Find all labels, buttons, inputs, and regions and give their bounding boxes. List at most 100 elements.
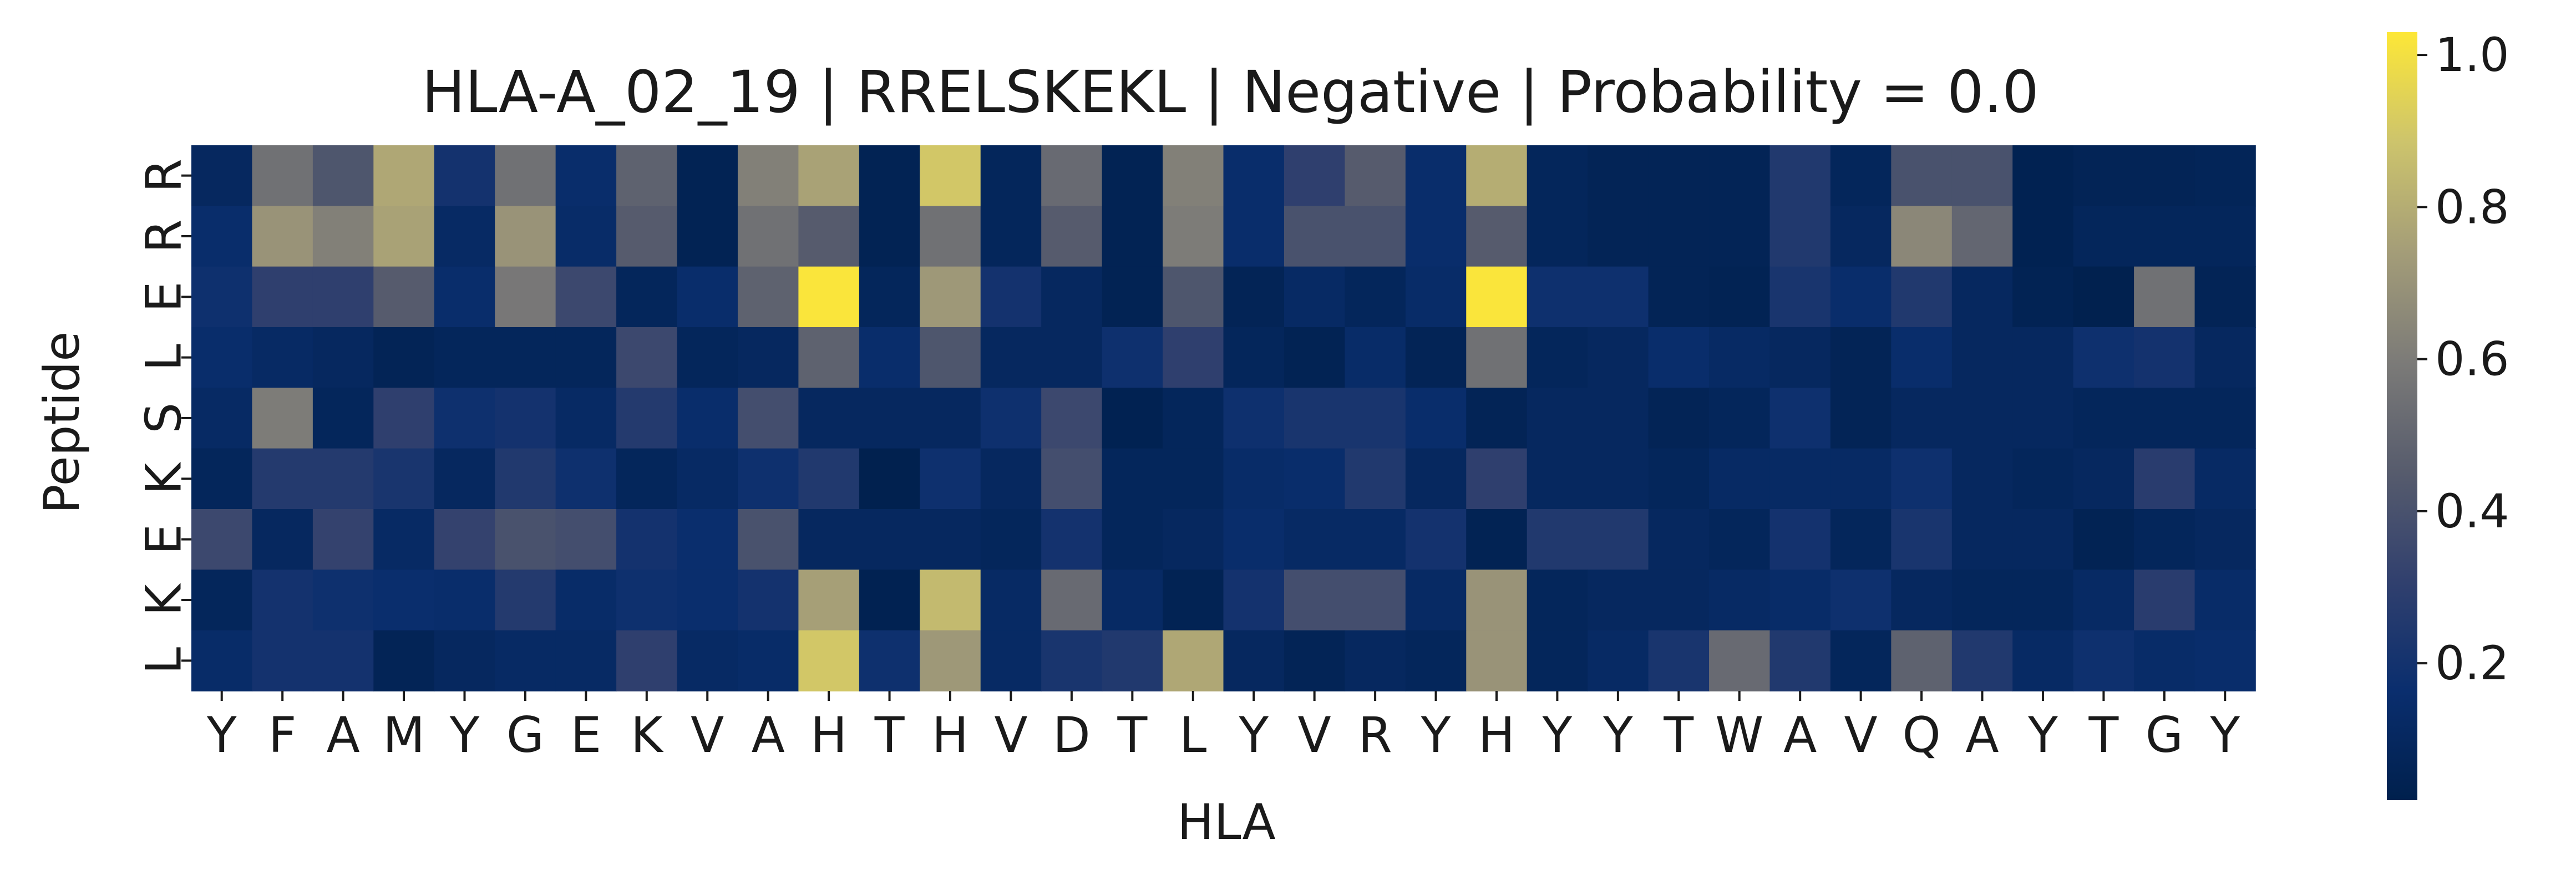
heatmap-cell (677, 630, 738, 691)
heatmap-cell (1405, 630, 1467, 691)
heatmap-cell (980, 145, 1042, 207)
chart-title: HLA-A_02_19 | RRELSKEKL | Negative | Pro… (422, 58, 2039, 126)
heatmap-cell (677, 266, 738, 328)
heatmap-cell (1041, 630, 1103, 691)
heatmap-cell (1466, 206, 1528, 267)
x-tick-label: Y (1421, 706, 1451, 764)
colorbar-tick-label: 0.4 (2435, 484, 2509, 538)
heatmap-cell (1951, 327, 2014, 389)
x-tick-label: A (327, 706, 360, 764)
heatmap-cell (1223, 266, 1285, 328)
y-axis-label: Peptide (33, 332, 90, 514)
heatmap-cell (980, 630, 1042, 691)
heatmap-cell (1345, 448, 1406, 510)
heatmap-cell (434, 266, 495, 328)
heatmap-cell (1891, 448, 1953, 510)
heatmap-cell (373, 327, 435, 389)
x-axis-label: HLA (1177, 794, 1275, 851)
heatmap-cell (616, 509, 678, 571)
heatmap-cell (1891, 327, 1953, 389)
heatmap-cell (1345, 388, 1406, 449)
heatmap-cell (920, 448, 981, 510)
heatmap-cell (1588, 206, 1649, 267)
heatmap-cell (1588, 448, 1649, 510)
colorbar-ticks: 0.2 0.4 0.6 0.8 1.0 (2417, 28, 2509, 690)
heatmap-cell (798, 388, 860, 449)
x-tick-label: G (2146, 706, 2183, 764)
heatmap-cell (1891, 569, 1953, 631)
y-tick-label: K (135, 461, 192, 495)
heatmap-cell (798, 448, 860, 510)
heatmap-cell (373, 448, 435, 510)
x-tick-label: H (932, 706, 968, 764)
x-tick-label: G (506, 706, 544, 764)
heatmap-cell (2073, 630, 2134, 691)
heatmap-cell (373, 509, 435, 571)
heatmap-cell (1405, 145, 1467, 207)
heatmap-cell (1527, 630, 1588, 691)
heatmap-cell (1830, 206, 1892, 267)
heatmap-cell (1709, 569, 1771, 631)
heatmap-cell (1284, 509, 1346, 571)
heatmap-cell (312, 266, 374, 328)
heatmap-cell (1466, 448, 1528, 510)
heatmap-cell (1527, 206, 1588, 267)
heatmap-cell (2012, 145, 2074, 207)
heatmap-cell (980, 569, 1042, 631)
heatmap-cell (1527, 509, 1588, 571)
heatmap-cell (1769, 206, 1831, 267)
heatmap-cell (1527, 145, 1588, 207)
heatmap-cell (1709, 206, 1771, 267)
heatmap-cell (1769, 630, 1831, 691)
x-tick-label: V (1298, 706, 1331, 764)
heatmap-cell (312, 327, 374, 389)
heatmap-cell (1951, 206, 2014, 267)
heatmap-cell (2194, 448, 2256, 510)
heatmap-cell (2194, 145, 2256, 207)
heatmap-cell (798, 206, 860, 267)
heatmap-cell (1466, 145, 1528, 207)
heatmap-cell (1466, 569, 1528, 631)
heatmap-cell (1769, 327, 1831, 389)
heatmap-cell (312, 145, 374, 207)
heatmap-cell (1648, 206, 1710, 267)
heatmap-cell (1223, 388, 1285, 449)
heatmap-cell (252, 448, 313, 510)
colorbar-tick-label: 0.8 (2435, 180, 2509, 234)
heatmap-cell (677, 206, 738, 267)
x-tick-label: K (631, 706, 664, 764)
heatmap-cell (1041, 327, 1103, 389)
x-tick-label: A (1783, 706, 1817, 764)
heatmap-cell (1527, 569, 1588, 631)
heatmap-cell (1345, 327, 1406, 389)
heatmap-cell (1466, 327, 1528, 389)
heatmap-cell (1102, 630, 1163, 691)
heatmap-cell (434, 388, 495, 449)
heatmap-cell (252, 630, 313, 691)
heatmap-cell (1709, 630, 1771, 691)
heatmap-cell (1466, 509, 1528, 571)
heatmap-cell (191, 327, 253, 389)
heatmap-cell (616, 145, 678, 207)
x-tick-label: Y (206, 706, 237, 764)
heatmap-cell (2194, 327, 2256, 389)
heatmap-cell (798, 509, 860, 571)
heatmap-cell (495, 388, 556, 449)
heatmap-cell (1284, 630, 1346, 691)
heatmap-cell (920, 327, 981, 389)
heatmap-cell (1709, 327, 1771, 389)
heatmap-cell (1466, 266, 1528, 328)
x-tick-label: A (752, 706, 785, 764)
heatmap-cell (1345, 206, 1406, 267)
heatmap-cell (495, 569, 556, 631)
x-tick-label: Q (1902, 706, 1940, 764)
y-tick-label: L (135, 647, 192, 674)
heatmap-cell (859, 509, 921, 571)
heatmap-cell (1163, 206, 1224, 267)
heatmap-cell (2134, 145, 2195, 207)
heatmap-cell (737, 630, 799, 691)
heatmap-cell (312, 569, 374, 631)
heatmap-cell (1405, 448, 1467, 510)
heatmap-cell (434, 145, 495, 207)
y-tick-label: E (135, 524, 192, 555)
